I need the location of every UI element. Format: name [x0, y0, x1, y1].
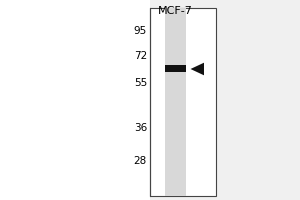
Bar — [150, 8, 216, 196]
Text: 55: 55 — [134, 78, 147, 88]
Polygon shape — [190, 63, 204, 75]
Text: 72: 72 — [134, 51, 147, 61]
Text: MCF-7: MCF-7 — [158, 6, 193, 16]
Bar — [165, 65, 186, 72]
Bar — [0, 0, 150, 200]
Bar — [165, 8, 186, 196]
Text: 36: 36 — [134, 123, 147, 133]
Text: 95: 95 — [134, 26, 147, 36]
Text: 28: 28 — [134, 156, 147, 166]
